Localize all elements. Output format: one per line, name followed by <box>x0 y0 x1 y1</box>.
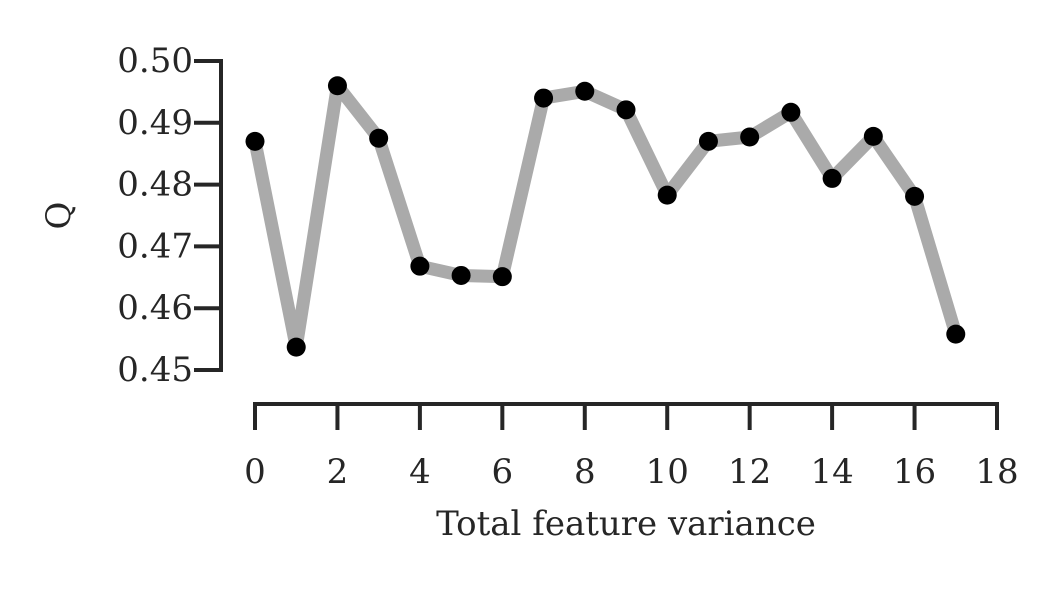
x-tick-label: 10 <box>646 452 689 492</box>
x-ticks: 0 2 4 6 8 10 12 14 16 18 <box>244 404 1019 492</box>
data-point <box>410 256 430 276</box>
x-tick-label: 18 <box>975 452 1018 492</box>
data-point <box>657 185 677 205</box>
series-layer <box>245 76 966 357</box>
x-tick-label: 0 <box>244 452 266 492</box>
data-point <box>616 100 636 120</box>
y-axis-label: Q <box>39 202 79 230</box>
y-ticks: 0.45 0.46 0.47 0.48 0.49 0.50 <box>117 41 221 390</box>
x-tick-label: 14 <box>810 452 853 492</box>
x-tick-label: 4 <box>409 452 431 492</box>
data-point <box>575 81 595 101</box>
data-point <box>451 265 471 285</box>
y-tick-label: 0.48 <box>117 165 193 205</box>
y-tick-label: 0.49 <box>117 103 193 143</box>
y-tick-label: 0.45 <box>117 350 193 390</box>
data-point <box>863 126 883 146</box>
data-point <box>781 102 801 122</box>
data-point <box>946 324 966 344</box>
y-tick-label: 0.50 <box>117 41 193 81</box>
data-point <box>905 186 925 206</box>
x-tick-label: 2 <box>327 452 349 492</box>
data-point <box>698 131 718 151</box>
data-point <box>245 131 265 151</box>
data-point <box>492 267 512 287</box>
data-point <box>534 88 554 108</box>
x-tick-label: 16 <box>893 452 936 492</box>
data-point <box>740 127 760 147</box>
data-point <box>327 76 347 96</box>
y-tick-label: 0.46 <box>117 288 193 328</box>
data-point <box>822 168 842 188</box>
data-point <box>369 128 389 148</box>
x-tick-label: 6 <box>492 452 514 492</box>
x-axis-label: Total feature variance <box>436 504 816 544</box>
x-tick-label: 12 <box>728 452 771 492</box>
y-tick-label: 0.47 <box>117 226 193 266</box>
x-tick-label: 8 <box>574 452 596 492</box>
series-line <box>248 79 963 354</box>
data-point <box>286 337 306 357</box>
